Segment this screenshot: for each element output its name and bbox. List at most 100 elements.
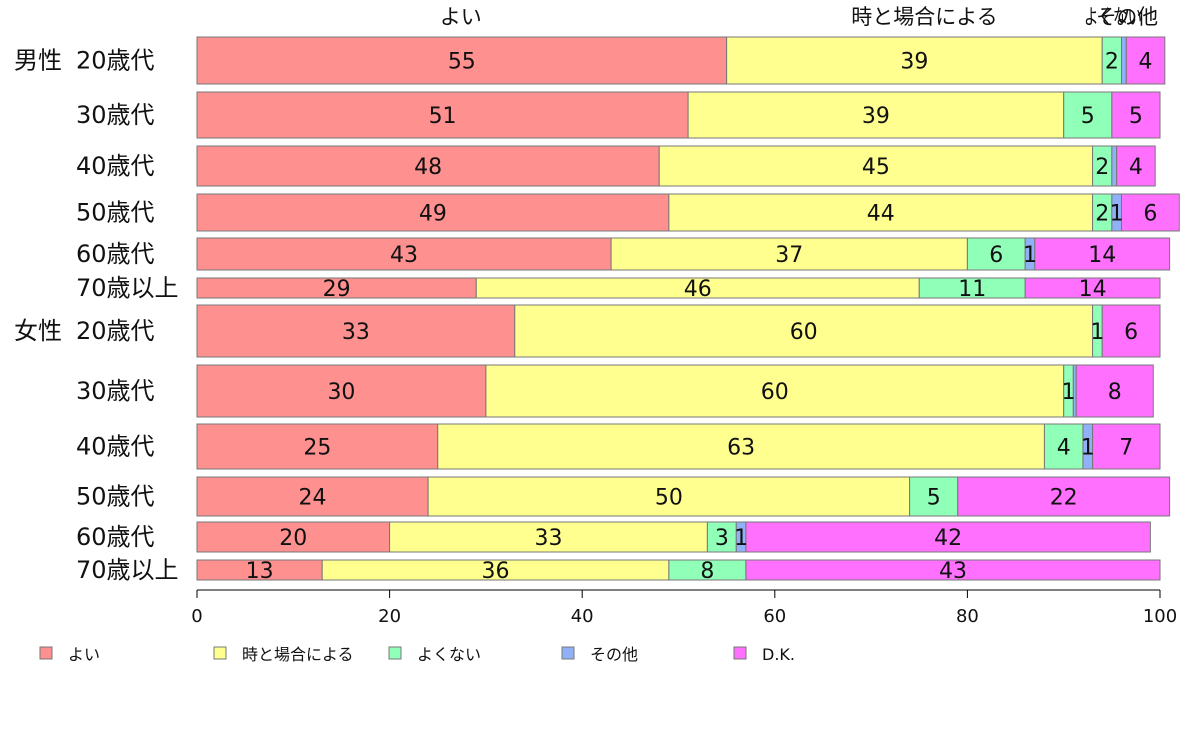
bar-segment [957,476,1171,517]
x-axis: 0 20 40 60 80 100 [191,589,1177,627]
data-label: 30 [327,380,355,405]
row-label: 60歳代 [76,240,155,268]
bar-row: 55 39 2 4 [196,36,1166,85]
bar-segment [196,193,670,232]
bar-segment [966,237,1026,271]
bar-row: 48 45 2 4 [196,145,1156,187]
data-label: 8 [1108,380,1122,405]
row-label: 30歳代 [76,101,155,129]
bar-segment [196,91,689,139]
bar-segment [610,237,968,271]
data-label: 39 [900,50,928,75]
legend-swatch [733,646,747,660]
data-label: 55 [448,50,476,75]
legend-swatch [388,646,402,660]
bar-segment [196,145,660,187]
data-label: 13 [246,559,274,584]
bar-segment [658,145,1094,187]
bar-row: 33 60 1 6 [196,304,1161,358]
data-label: 63 [727,436,755,461]
bar-segment [745,559,1161,581]
x-tick-label: 60 [763,606,786,627]
data-label: 29 [323,277,351,302]
data-label: 5 [927,486,941,511]
group-label: 女性 [14,317,62,345]
top-label-good: よい [440,5,482,29]
bar-segment [196,423,439,470]
x-tick-label: 20 [378,606,401,627]
data-label: 46 [684,277,712,302]
bar-segment [1120,193,1180,232]
x-tick-label: 80 [956,606,979,627]
data-label: 3 [715,526,729,551]
data-label: 36 [482,559,510,584]
data-label: 14 [1079,277,1107,302]
row-label: 30歳代 [76,377,155,405]
data-label: 22 [1050,486,1078,511]
data-label: 2 [1095,155,1109,180]
row-label: 20歳代 [76,47,155,75]
data-label: 1 [1081,436,1095,461]
data-label: 8 [700,559,714,584]
bar-segment [706,521,737,553]
data-label: 1 [734,526,748,551]
row-labels: 20歳代 30歳代 40歳代 50歳代 60歳代 70歳以上 20歳代 30歳代 40歳代 50歳… [14,47,179,585]
bar-row: 30 60 1 8 [196,364,1154,418]
bar-row: 51 39 5 5 [196,91,1161,139]
top-label-other: その他 [1096,5,1158,29]
group-label: 男性 [14,47,62,75]
bar-segment [687,91,1065,139]
data-label: 6 [1143,202,1157,227]
data-label: 4 [1057,436,1071,461]
bar-segment [1075,364,1154,418]
bar-segment [427,476,911,517]
data-label: 25 [303,436,331,461]
bar-segment [1125,36,1166,85]
bar-segment [1120,36,1127,85]
data-label: 49 [419,202,447,227]
bar-segment [726,36,1103,85]
data-label: 43 [390,243,418,268]
legend-swatch [561,646,575,660]
legend-label: 時と場合による [242,645,354,664]
legend-label: その他 [590,645,638,664]
data-label: 33 [534,526,562,551]
bar-segment [514,304,1094,358]
data-label: 60 [790,320,818,345]
bar-row: 13 36 8 43 [196,559,1161,584]
x-tick-label: 40 [571,606,594,627]
legend-swatch [39,646,53,660]
data-label: 24 [299,486,327,511]
bar-segment [1043,423,1084,470]
bar-row: 43 37 6 1 14 [196,237,1171,271]
legend-label: D.K. [762,645,795,664]
top-label-not-good: よくない [1084,5,1142,29]
data-label: 6 [989,243,1003,268]
bar-segment [437,423,1045,470]
data-label: 7 [1119,436,1133,461]
bar-segment [1111,145,1118,187]
bar-segment [1111,91,1161,139]
bar-segment [1101,304,1161,358]
bar-row: 25 63 4 1 7 [196,423,1161,470]
bar-segment [389,521,708,553]
row-label: 50歳代 [76,483,155,511]
bar-segment [196,36,728,85]
data-label: 50 [655,486,683,511]
bar-segment [1092,423,1161,470]
bar-segment [1063,91,1113,139]
data-label: 5 [1081,104,1095,129]
data-label: 2 [1105,50,1119,75]
data-label: 5 [1129,104,1143,129]
row-label: 50歳代 [76,199,155,227]
legend-label: よい [68,645,100,664]
data-label: 2 [1095,202,1109,227]
data-label: 11 [958,277,986,302]
row-label: 40歳代 [76,152,155,180]
bar-segment [1024,277,1161,299]
data-label: 48 [414,155,442,180]
row-label: 60歳代 [76,523,155,551]
bar-segment [1034,237,1171,271]
